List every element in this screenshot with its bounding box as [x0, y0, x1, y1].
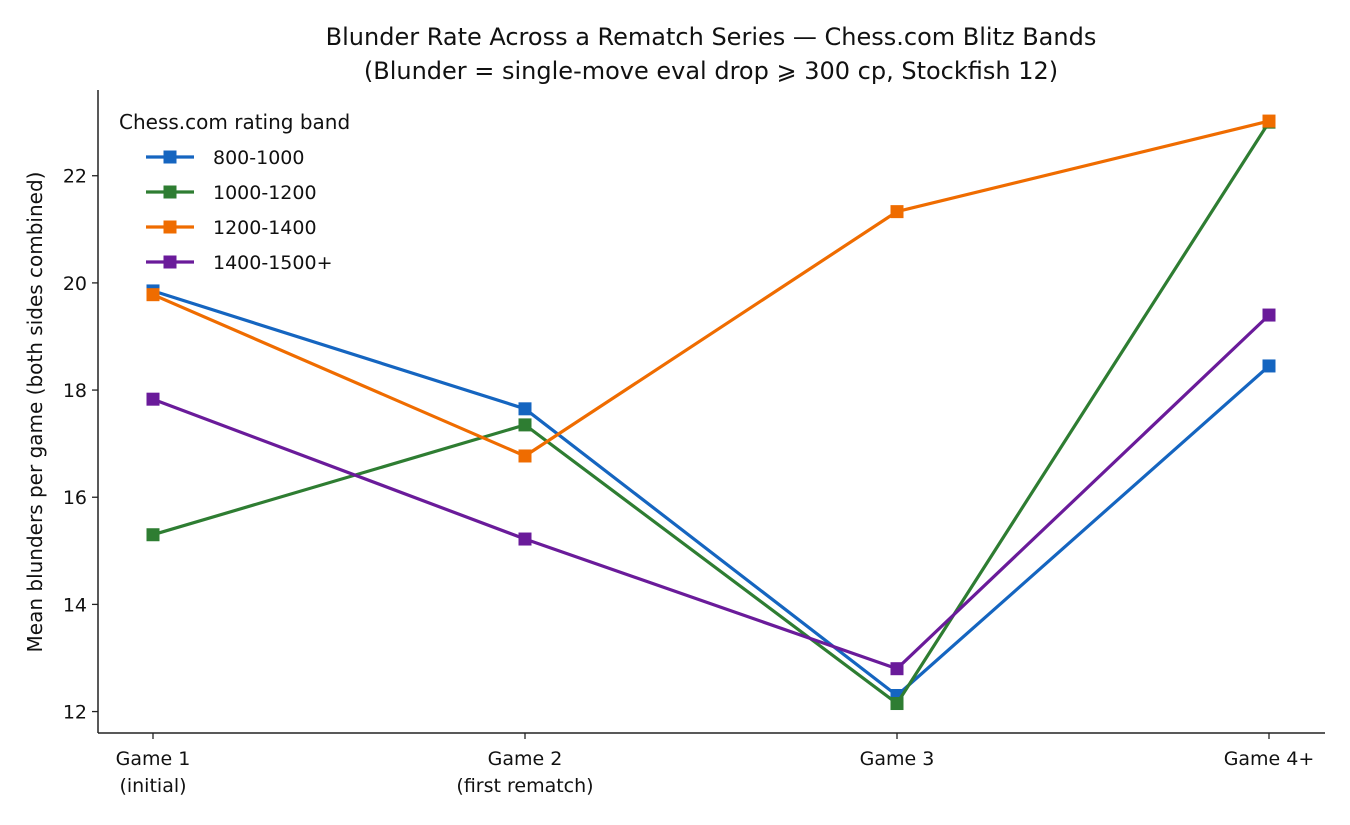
x-tick-label: Game 2: [488, 748, 563, 770]
series-line: [152, 119, 1270, 458]
y-tick-label: 16: [63, 487, 87, 509]
legend-entry: 800-1000: [146, 147, 304, 169]
data-point: [1262, 114, 1276, 128]
data-point: [1262, 359, 1276, 373]
legend-swatch-marker: [163, 255, 177, 269]
series-line: [152, 289, 1271, 698]
legend-swatch-marker: [163, 185, 177, 199]
data-point: [146, 528, 160, 542]
data-point: [518, 532, 532, 546]
axes: 12 14 16 18 20 22 Game 1 (initial) Game 2 (first …: [63, 90, 1325, 797]
series-800-1000: [146, 284, 1276, 702]
data-point: [890, 205, 904, 219]
data-point: [518, 449, 532, 463]
data-point: [146, 392, 160, 406]
y-tick-label: 22: [63, 166, 87, 188]
x-tick-label: (initial): [119, 775, 186, 797]
legend-label: 1000-1200: [213, 182, 317, 204]
data-point: [890, 697, 904, 711]
series-1200-1400: [146, 114, 1276, 463]
data-point: [518, 402, 532, 416]
data-point: [518, 418, 532, 432]
legend-entry: 1400-1500+: [146, 252, 332, 274]
x-tick-label: (first rematch): [456, 775, 593, 797]
legend-label: 1200-1400: [213, 217, 317, 239]
y-tick-label: 12: [63, 702, 87, 724]
series-line: [152, 313, 1271, 671]
series-1000-1200: [146, 115, 1276, 711]
legend-entry: 1200-1400: [146, 217, 317, 239]
legend-label: 800-1000: [213, 147, 304, 169]
data-point: [890, 662, 904, 676]
legend-swatch-marker: [163, 150, 177, 164]
y-tick-label: 14: [63, 594, 87, 616]
legend-entry: 1000-1200: [146, 182, 317, 204]
x-tick-label: Game 3: [860, 748, 935, 770]
data-point: [146, 288, 160, 302]
legend-label: 1400-1500+: [213, 252, 332, 274]
series-1400-1500+: [146, 308, 1276, 676]
x-tick-label: Game 1: [116, 748, 191, 770]
y-tick-label: 18: [63, 380, 87, 402]
series-line: [152, 121, 1271, 706]
legend: Chess.com rating band 800-1000 1000-1200 1…: [119, 110, 350, 274]
series-layer: [146, 114, 1276, 711]
y-tick-label: 20: [63, 273, 87, 295]
chart-subtitle: (Blunder = single-move eval drop ⩾ 300 c…: [364, 57, 1058, 85]
chart-title: Blunder Rate Across a Rematch Series — C…: [326, 23, 1097, 51]
legend-title: Chess.com rating band: [119, 110, 350, 134]
data-point: [1262, 308, 1276, 322]
legend-swatch-marker: [163, 220, 177, 234]
x-tick-label: Game 4+: [1224, 748, 1315, 770]
y-axis-label: Mean blunders per game (both sides combi…: [23, 172, 47, 653]
